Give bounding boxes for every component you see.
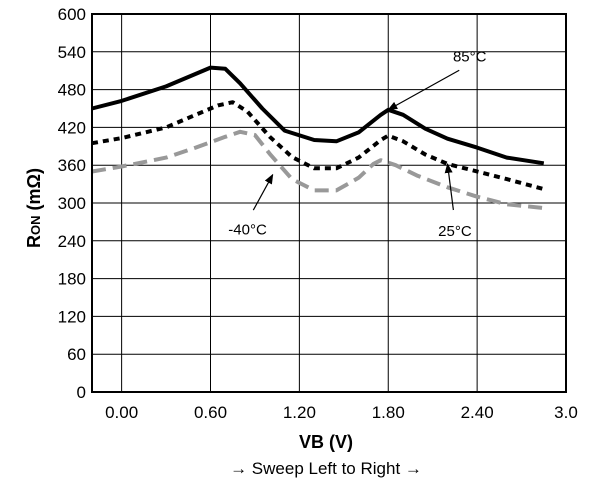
annotation-label: 25°C	[438, 223, 472, 240]
x-tick-label: 0.00	[105, 403, 138, 422]
y-tick-label: 360	[58, 156, 86, 175]
y-tick-label: 480	[58, 81, 86, 100]
y-tick-label: 180	[58, 270, 86, 289]
series-line	[91, 129, 544, 210]
y-axis-title-subscript: ON	[28, 215, 43, 235]
y-tick-label: 540	[58, 43, 86, 62]
x-tick-label: 1.80	[372, 403, 405, 422]
y-axis-title-unit: (mΩ)	[24, 168, 44, 215]
y-tick-label: 0	[77, 383, 86, 402]
x-tick-label: 0.60	[194, 403, 227, 422]
x-tick-label: 2.40	[461, 403, 494, 422]
y-axis-title-main: R	[24, 235, 44, 248]
annotation-arrow	[387, 69, 460, 111]
y-tick-label: 120	[58, 307, 86, 326]
x-axis-title: VB (V)	[299, 432, 353, 452]
plot-frame	[91, 13, 567, 393]
y-tick-label: 420	[58, 118, 86, 137]
series-line	[91, 65, 545, 166]
x-tick-labels: 0.00 0.60 1.20 1.80 2.40 3.0	[105, 403, 578, 422]
y-tick-label: 60	[67, 345, 86, 364]
series-line	[91, 100, 545, 192]
y-tick-label: 240	[58, 232, 86, 251]
annotations: 85°C 25°C -40°C	[228, 48, 487, 240]
annotation-label: -40°C	[228, 222, 267, 239]
y-tick-label: 300	[58, 194, 86, 213]
y-axis-title: RON (mΩ)	[24, 168, 44, 248]
y-tick-label: 600	[58, 5, 86, 24]
annotation-arrow	[444, 162, 454, 211]
x-tick-label: 1.20	[283, 403, 316, 422]
sweep-direction-note: → Sweep Left to Right →	[230, 459, 422, 478]
annotation-label: 85°C	[453, 48, 487, 65]
x-tick-label: 3.0	[554, 403, 578, 422]
data-series	[91, 65, 545, 210]
y-tick-labels: 0 60 120 180 240 300 360 420 480 540 600	[58, 5, 86, 402]
annotation-arrow	[252, 173, 274, 211]
